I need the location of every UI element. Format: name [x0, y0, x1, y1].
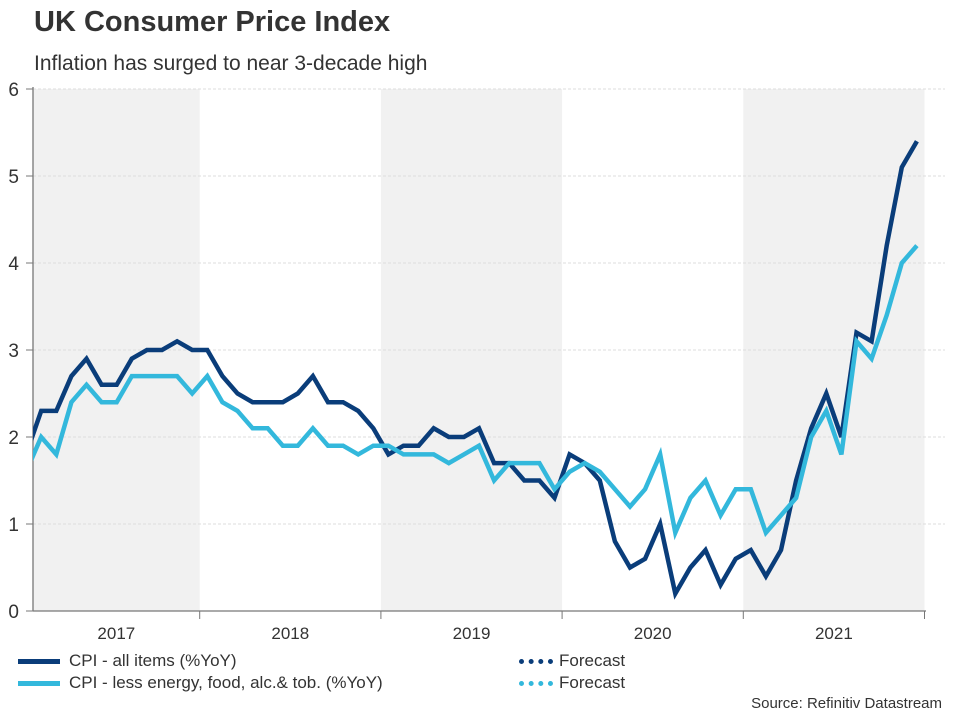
legend-label-forecast-core: Forecast — [559, 673, 626, 692]
y-tick-label-3: 3 — [8, 341, 19, 362]
legend-swatch-forecast-all — [519, 658, 553, 664]
y-tick-label-6: 6 — [8, 80, 19, 101]
x-tick-label-2020: 2020 — [634, 624, 672, 643]
legend-label-cpi-all: CPI - all items (%YoY) — [69, 651, 237, 670]
y-tick-label-4: 4 — [8, 254, 19, 275]
legend-label-forecast-all: Forecast — [559, 651, 626, 670]
chart-title: UK Consumer Price Index — [34, 6, 391, 38]
legend-item-forecast-all: Forecast — [519, 651, 625, 671]
legend-swatch-cpi-core — [18, 680, 60, 686]
source-note: Source: Refinitiv Datastream — [751, 695, 942, 712]
x-tick-label-2017: 2017 — [97, 624, 135, 643]
x-tick-label-2019: 2019 — [453, 624, 491, 643]
legend-swatch-forecast-core — [519, 680, 553, 686]
y-tick-label-0: 0 — [8, 602, 19, 623]
y-tick-label-2: 2 — [8, 428, 19, 449]
series-line-cpi_all — [33, 140, 919, 600]
legend-item-forecast-core: Forecast — [519, 673, 625, 693]
legend-swatch-cpi-all — [18, 658, 60, 664]
legend-item-cpi-core: CPI - less energy, food, alc.& tob. (%Yo… — [18, 673, 383, 693]
chart-subtitle: Inflation has surged to near 3-decade hi… — [34, 52, 428, 75]
year-band-2019 — [380, 89, 563, 611]
x-tick-label-2021: 2021 — [815, 624, 853, 643]
legend-item-cpi-all: CPI - all items (%YoY) — [18, 651, 237, 671]
legend-label-cpi-core: CPI - less energy, food, alc.& tob. (%Yo… — [69, 673, 383, 692]
x-tick-label-2018: 2018 — [271, 624, 309, 643]
y-tick-label-5: 5 — [8, 167, 19, 188]
series-line-cpi_core — [33, 244, 919, 541]
y-tick-label-1: 1 — [8, 515, 19, 536]
